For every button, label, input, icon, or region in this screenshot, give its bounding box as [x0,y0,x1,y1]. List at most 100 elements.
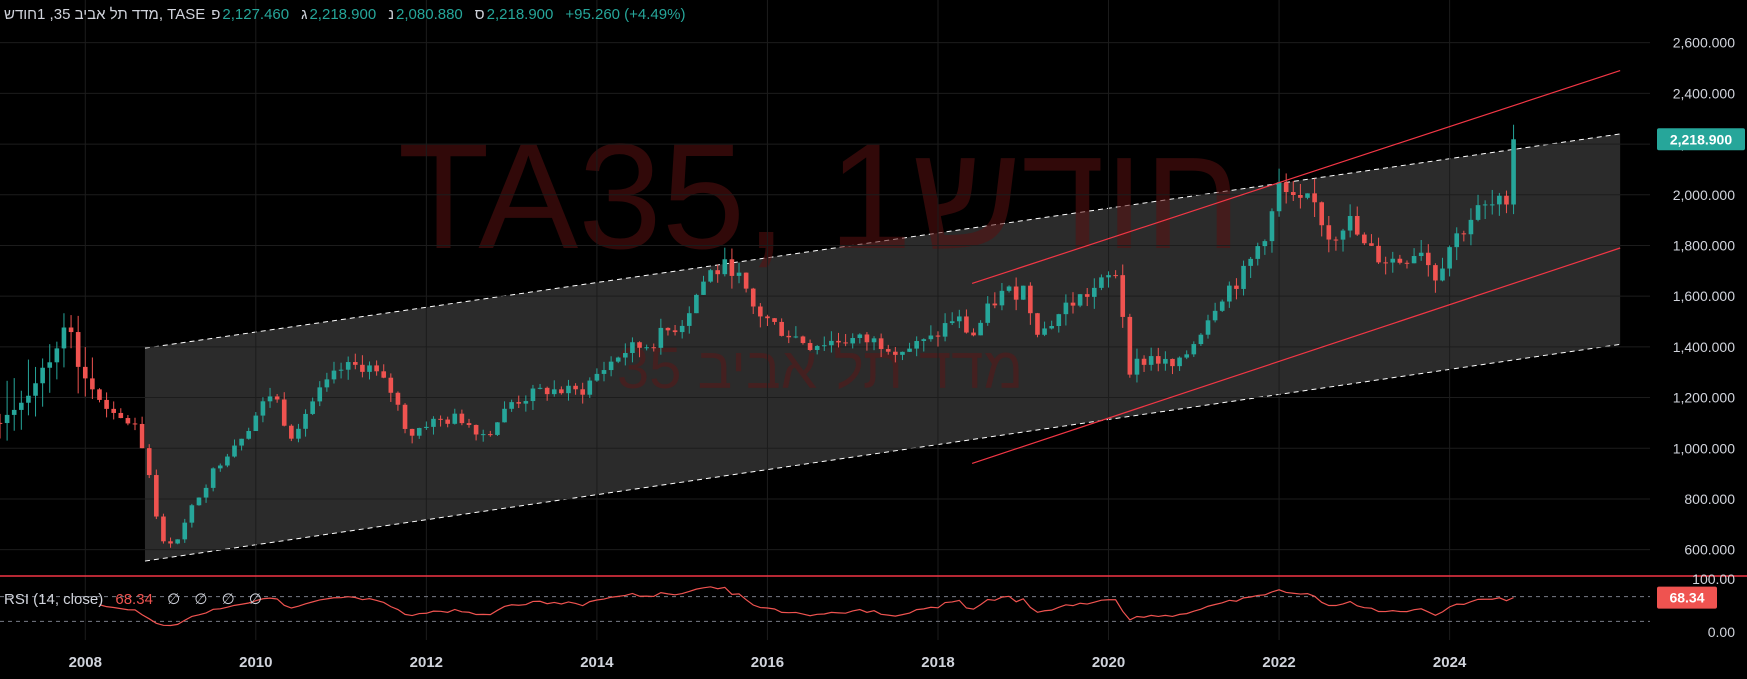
candle-body [736,272,742,276]
candle-body [154,475,159,517]
candle-body [1212,310,1218,321]
symbol-label[interactable]: מדד תל אביב 35, 1חודש, TASE [4,6,206,23]
candle-body [480,434,486,436]
candle-body [1333,239,1339,241]
candle-body [758,306,763,317]
candle-body [871,338,877,343]
candle-body [416,428,422,436]
candle-body [942,323,948,337]
candle-body [786,335,792,338]
candle-body [1362,234,1367,244]
price-tick-label: 1,200.000 [1673,390,1735,406]
candle-body [253,415,259,431]
candle-body [431,418,436,427]
price-axis[interactable]: 600.000 800.000 1,000.000 1,200.000 1,400.00… [1657,35,1745,640]
candle-body [708,270,713,282]
candle-body [26,395,31,403]
candle-body [1411,256,1417,264]
candle-body [1255,246,1261,259]
candle-body [217,465,223,469]
candle-body [1184,354,1189,358]
candle-body [1305,193,1310,198]
last-price-label: 2,218.900 [1670,131,1732,147]
candle-body [317,387,323,402]
candle-body [566,385,571,394]
open-key: פ [211,6,221,23]
candle-body [196,497,202,506]
candle-body [1177,357,1182,367]
candle-body [715,270,721,275]
candle-body [182,522,188,540]
open-value: 2,127.460 [222,6,290,23]
time-tick-label: 2022 [1262,654,1295,671]
candle-body [559,389,564,394]
candle-body [964,316,969,333]
candle-body [907,348,912,352]
candle-body [1276,182,1282,212]
time-tick-label: 2020 [1092,654,1125,671]
chart-legend: מדד תל אביב 35, 1חודש, TASE פ 2,127.460 … [4,6,697,23]
candle-body [1354,216,1360,235]
candle-body [523,401,529,404]
candle-body [985,303,991,323]
candle-body [743,272,749,289]
candle-body [530,388,536,402]
candle-body [111,408,116,413]
candle-body [1141,358,1147,365]
candle-body [1248,258,1253,266]
rsi-line [99,586,1514,627]
candle-body [594,373,600,381]
candle-body [1340,230,1346,240]
rsi-legend[interactable]: RSI (14, close) 68.34 ∅ ∅ ∅ ∅ [4,590,272,608]
candle-body [232,445,237,457]
candle-body [324,379,330,388]
candle-body [82,366,88,379]
candle-body [644,347,649,349]
candle-body [1454,233,1460,248]
candle-body [971,332,976,336]
candle-body [1290,192,1296,195]
trendlines [971,69,1621,465]
candle-body [956,316,962,322]
candle-body [1319,202,1325,226]
candle-body [1020,285,1026,300]
price-tick-label: 2,600.000 [1673,35,1735,51]
candle-body [1155,356,1161,364]
candle-body [281,399,287,426]
candle-body [1347,216,1353,231]
time-axis[interactable]: 2008 2010 2012 2014 2016 2018 2020 2022 2024 [69,654,1467,671]
rsi-last-tag [1657,586,1717,609]
candle-body [1120,275,1126,317]
rsi-label[interactable]: RSI (14, close) [4,591,104,608]
candle-body [40,367,45,384]
candle-body [68,327,74,333]
candle-body [388,377,394,393]
candle-body [225,456,230,466]
time-tick-label: 2014 [580,654,614,671]
candle-body [800,336,806,344]
time-tick-label: 2012 [410,654,443,671]
candle-body [821,345,827,347]
candle-body [1447,247,1452,269]
candle-body [537,387,543,389]
candle-body [54,348,60,363]
candle-body [1134,358,1140,375]
rsi-extra-2: ∅ [194,591,208,608]
candle-body [19,402,24,410]
price-tick-label: 1,400.000 [1673,339,1735,355]
candle-body [374,365,379,372]
candle-body [1219,301,1225,311]
last-price-tag [1657,128,1745,151]
candle-body [1056,314,1062,327]
price-tick-label: 1,600.000 [1673,288,1735,304]
candle-body [438,418,443,420]
candle-body [772,318,777,322]
rsi-value: 68.34 [115,591,153,608]
grid [0,0,1650,640]
candle-body [239,438,244,446]
candle-body [495,422,500,435]
candle-body [1205,320,1211,335]
candle-body [132,423,138,425]
candle-body [139,423,145,449]
